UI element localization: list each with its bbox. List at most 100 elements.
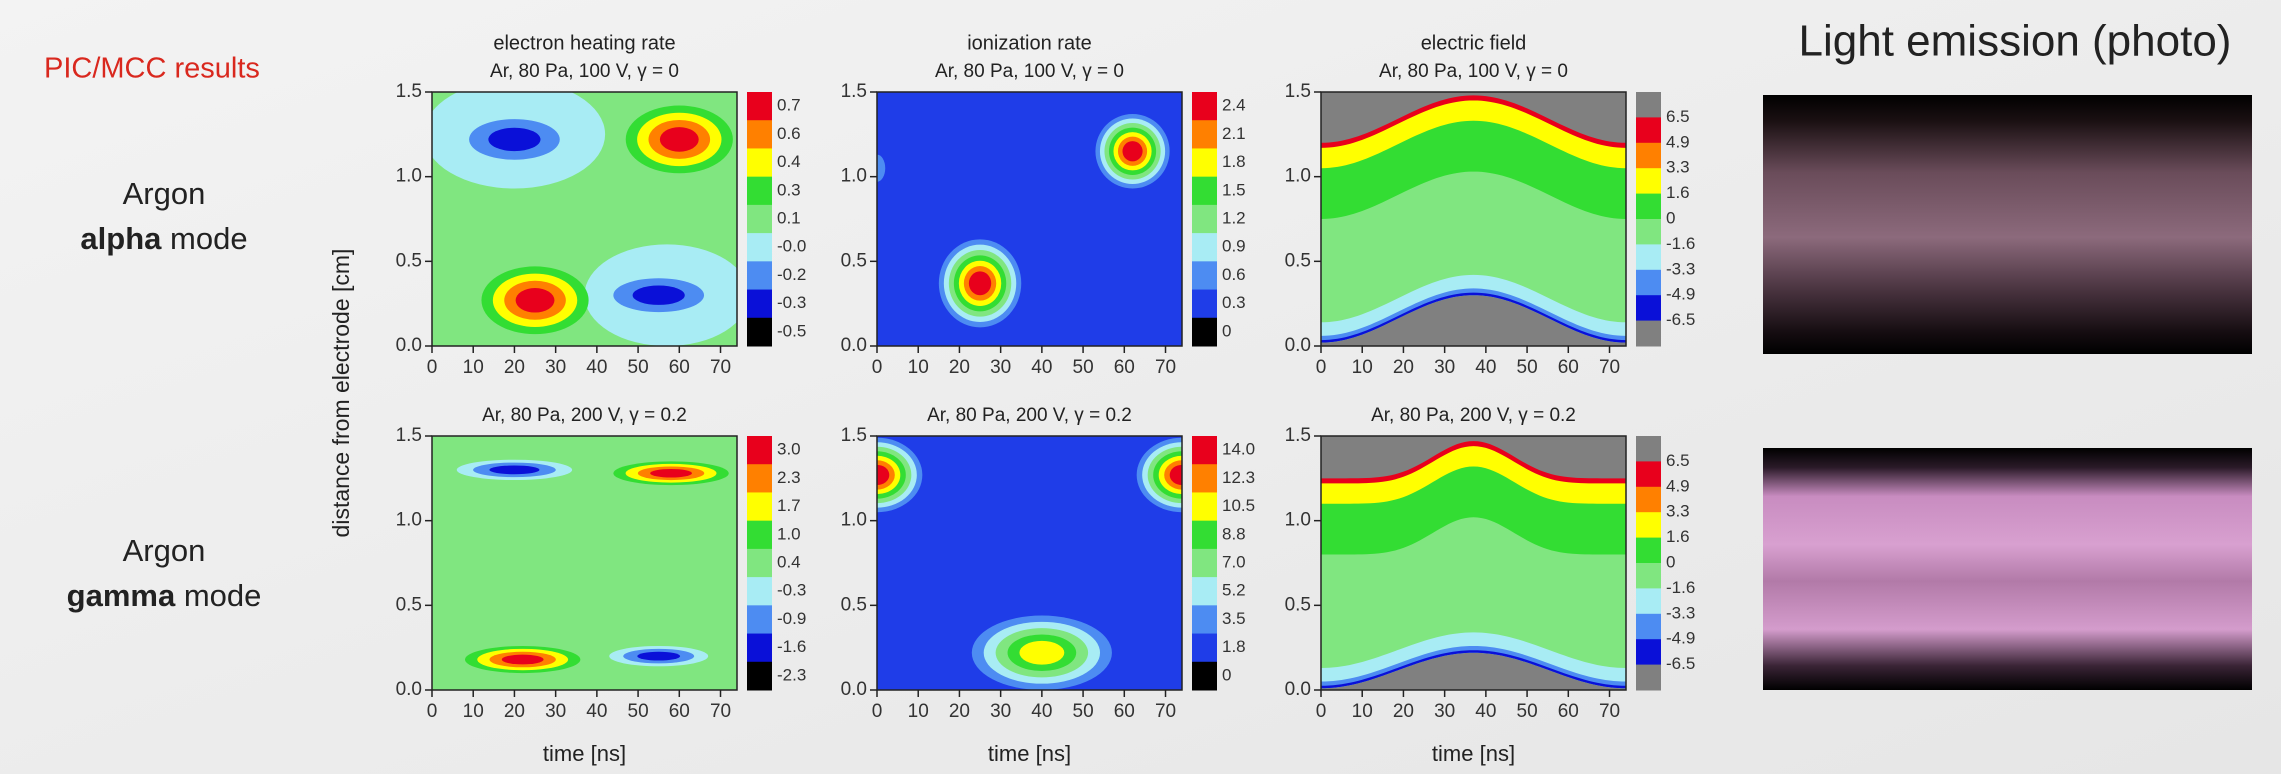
photo-title: Light emission (photo)	[1799, 17, 2232, 66]
colorbar-cell	[747, 261, 772, 291]
contour-level	[1321, 292, 1626, 343]
row-gas: Argon	[123, 533, 206, 568]
row-mode: gamma mode	[67, 578, 262, 613]
x-tick-label: 30	[1434, 701, 1455, 722]
x-tick-label: 30	[545, 701, 566, 722]
x-tick-label: 50	[628, 701, 649, 722]
x-tick-label: 20	[1393, 701, 1414, 722]
plot-frame	[431, 435, 738, 691]
colorbar-label: -2.3	[777, 665, 806, 684]
colorbar-cell	[1636, 563, 1661, 589]
contour-level	[659, 127, 699, 152]
x-tick-label: 10	[908, 357, 929, 378]
x-tick-label: 60	[1114, 357, 1135, 378]
x-tick-label: 70	[710, 357, 731, 378]
y-tick-label: 0.0	[1285, 335, 1311, 356]
colorbar-cell	[1636, 244, 1661, 271]
mode-suffix: mode	[184, 578, 262, 613]
colorbar-cell	[1636, 537, 1661, 564]
contour-level	[1122, 141, 1143, 162]
plot-area	[877, 92, 1182, 346]
x-axis-label: time [ns]	[543, 741, 626, 766]
colorbar-cell	[747, 577, 772, 606]
colorbar-label: 1.8	[1222, 637, 1246, 656]
y-tick-label: 0.5	[1285, 594, 1311, 615]
colorbar-cell	[1192, 261, 1217, 291]
panel: electron heating rate Ar, 80 Pa, 100 V, γ…	[396, 32, 807, 378]
colorbar-cell	[747, 176, 772, 206]
colorbar-cell	[1192, 317, 1217, 347]
colorbar-cell	[1636, 142, 1661, 169]
y-tick-label: 0.5	[396, 594, 422, 615]
contour-level	[488, 127, 541, 152]
contour-level	[1321, 650, 1626, 689]
contour-level	[1169, 464, 1182, 486]
plot-area	[1321, 92, 1626, 346]
x-axis-label: time [ns]	[988, 741, 1071, 766]
y-tick-label: 1.0	[396, 510, 422, 531]
x-tick-label: 50	[1517, 357, 1538, 378]
colorbar-label: -1.6	[777, 637, 806, 656]
colorbar-cell	[747, 233, 772, 262]
colorbar-cell	[747, 148, 772, 178]
colorbar-label: 5.2	[1222, 581, 1246, 600]
colorbar-cell	[1636, 512, 1661, 539]
x-tick-label: 70	[710, 701, 731, 722]
colorbar-label: -4.9	[1666, 285, 1695, 304]
x-tick-label: 60	[1114, 701, 1135, 722]
colorbar-label: -0.9	[777, 609, 806, 628]
colorbar-cell	[1636, 664, 1661, 691]
y-tick-label: 1.5	[396, 81, 422, 102]
y-tick-label: 1.0	[1285, 510, 1311, 531]
x-tick-label: 20	[1393, 357, 1414, 378]
plot-area	[1321, 436, 1626, 690]
colorbar-label: 0.9	[1222, 237, 1246, 256]
colorbar-label: -0.0	[777, 237, 806, 256]
colorbar-label: 1.7	[777, 496, 801, 515]
colorbar-label: 3.0	[777, 440, 801, 459]
colorbar-cell	[1636, 320, 1661, 347]
x-tick-label: 20	[949, 701, 970, 722]
contour-level	[632, 285, 685, 305]
colorbar-cell	[1636, 613, 1661, 640]
y-tick-label: 0.5	[396, 250, 422, 271]
mode-name: alpha	[80, 221, 162, 256]
panel-subtitle: Ar, 80 Pa, 100 V, γ = 0	[1379, 61, 1568, 82]
y-tick-label: 1.0	[1285, 166, 1311, 187]
colorbar-label: 0	[1222, 321, 1231, 340]
x-tick-label: 50	[628, 357, 649, 378]
panel-subtitle: Ar, 80 Pa, 200 V, γ = 0.2	[482, 405, 687, 426]
colorbar-label: -0.5	[777, 321, 806, 340]
y-tick-label: 1.5	[396, 425, 422, 446]
panel: ionization rate Ar, 80 Pa, 100 V, γ = 0 0 1…	[841, 32, 1246, 378]
panel: electric field Ar, 80 Pa, 100 V, γ = 0 0 10…	[1285, 32, 1696, 378]
colorbar-label: 0	[1222, 665, 1231, 684]
x-tick-label: 40	[1475, 357, 1496, 378]
colorbar-cell	[747, 436, 772, 465]
colorbar-label: -0.2	[777, 265, 806, 284]
colorbar-cell	[1192, 92, 1217, 121]
colorbar-cell	[747, 120, 772, 149]
colorbar-cell	[1192, 176, 1217, 206]
x-tick-label: 30	[545, 357, 566, 378]
colorbar-cell	[1192, 289, 1217, 319]
y-tick-label: 1.0	[396, 166, 422, 187]
colorbar-label: -0.3	[777, 293, 806, 312]
colorbar-label: 1.6	[1666, 527, 1690, 546]
colorbar-label: 0.6	[777, 124, 801, 143]
colorbar-label: 14.0	[1222, 440, 1255, 459]
contour-level	[1019, 640, 1065, 665]
colorbar-label: 4.9	[1666, 476, 1690, 495]
plot-frame	[1320, 91, 1627, 347]
colorbar-label: 2.4	[1222, 96, 1246, 115]
x-tick-label: 70	[1155, 701, 1176, 722]
y-tick-label: 1.0	[841, 166, 867, 187]
x-tick-label: 10	[1352, 701, 1373, 722]
colorbar-cell	[747, 605, 772, 635]
colorbar-cell	[1192, 464, 1217, 493]
colorbar-label: -6.5	[1666, 310, 1695, 329]
y-tick-label: 1.5	[841, 81, 867, 102]
colorbar-label: 6.5	[1666, 451, 1690, 470]
